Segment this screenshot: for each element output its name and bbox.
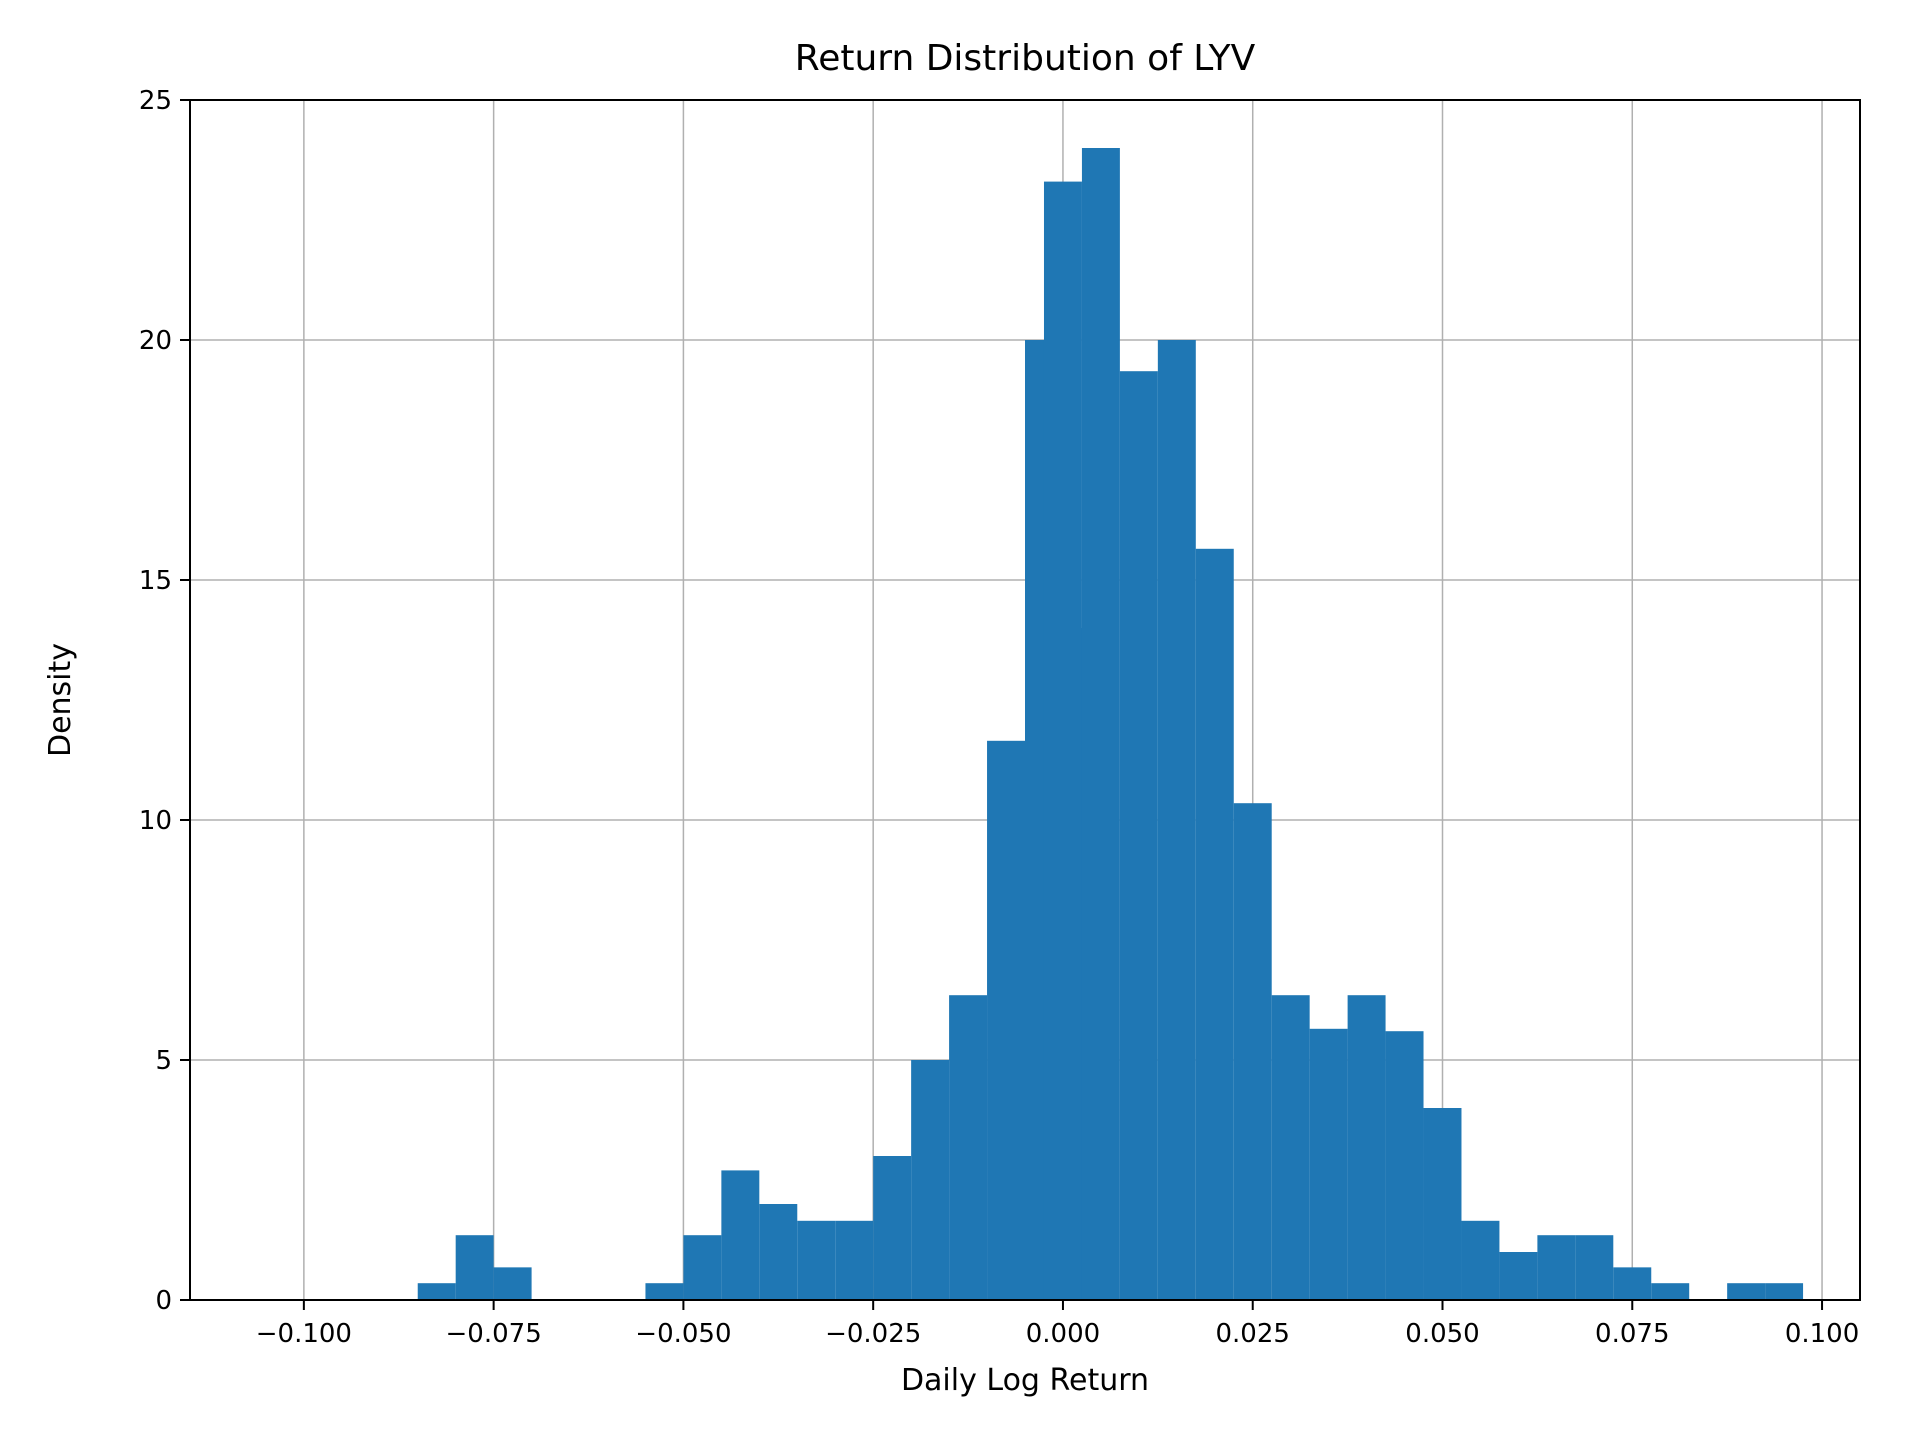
x-tick-label: 0.000 bbox=[1026, 1319, 1100, 1349]
x-tick-label: 0.100 bbox=[1785, 1319, 1859, 1349]
histogram-bar bbox=[683, 1235, 721, 1300]
histogram-bar bbox=[1461, 1221, 1499, 1300]
y-tick-label: 15 bbox=[139, 566, 172, 596]
histogram-bar bbox=[1499, 1252, 1537, 1300]
histogram-bar bbox=[1386, 1031, 1424, 1300]
histogram-bar bbox=[1424, 1108, 1462, 1300]
histogram-bar bbox=[987, 741, 1025, 1300]
histogram-bar bbox=[1272, 995, 1310, 1300]
chart-svg: −0.100 −0.075 −0.050 −0.025 0.000 0.025 0.050 0… bbox=[0, 0, 1920, 1440]
histogram-bar bbox=[1196, 549, 1234, 1300]
x-tick-label: −0.025 bbox=[825, 1319, 921, 1349]
histogram-bar bbox=[797, 1221, 835, 1300]
histogram-bar bbox=[645, 1283, 683, 1300]
histogram-bar bbox=[1575, 1235, 1613, 1300]
y-tick-label: 25 bbox=[139, 86, 172, 116]
y-tick-label: 20 bbox=[139, 326, 172, 356]
histogram-bar bbox=[1310, 1029, 1348, 1300]
histogram-bar bbox=[911, 1060, 949, 1300]
histogram-bar bbox=[1765, 1283, 1803, 1300]
histogram-bar bbox=[873, 1156, 911, 1300]
histogram-bar bbox=[1348, 995, 1386, 1300]
x-tick-label: −0.100 bbox=[256, 1319, 352, 1349]
x-tick-label: 0.050 bbox=[1405, 1319, 1479, 1349]
histogram-bar bbox=[835, 1221, 873, 1300]
histogram-bar bbox=[1727, 1283, 1765, 1300]
y-tick-label: 10 bbox=[139, 806, 172, 836]
y-axis-label: Density bbox=[43, 643, 78, 757]
histogram-bar bbox=[949, 995, 987, 1300]
histogram-bar bbox=[721, 1170, 759, 1300]
histogram-bar bbox=[456, 1235, 494, 1300]
histogram-bar bbox=[1651, 1283, 1689, 1300]
x-tick-label: 0.025 bbox=[1216, 1319, 1290, 1349]
y-tick-label: 0 bbox=[155, 1286, 172, 1316]
y-tick-label: 5 bbox=[155, 1046, 172, 1076]
histogram-bar bbox=[1120, 371, 1158, 1300]
x-tick-label: −0.075 bbox=[446, 1319, 542, 1349]
x-tick-label: −0.050 bbox=[635, 1319, 731, 1349]
chart-title: Return Distribution of LYV bbox=[795, 38, 1256, 79]
histogram-bar bbox=[494, 1267, 532, 1300]
histogram-bar bbox=[1082, 148, 1120, 1300]
histogram-bar bbox=[1234, 803, 1272, 1300]
histogram-bar bbox=[1537, 1235, 1575, 1300]
histogram-chart: −0.100 −0.075 −0.050 −0.025 0.000 0.025 0.050 0… bbox=[0, 0, 1920, 1440]
histogram-bar bbox=[418, 1283, 456, 1300]
histogram-bar bbox=[1613, 1267, 1651, 1300]
histogram-bar bbox=[759, 1204, 797, 1300]
histogram-bar bbox=[1044, 182, 1082, 1300]
x-axis-label: Daily Log Return bbox=[901, 1363, 1149, 1398]
histogram-bar bbox=[1158, 340, 1196, 1300]
x-tick-label: 0.075 bbox=[1595, 1319, 1669, 1349]
